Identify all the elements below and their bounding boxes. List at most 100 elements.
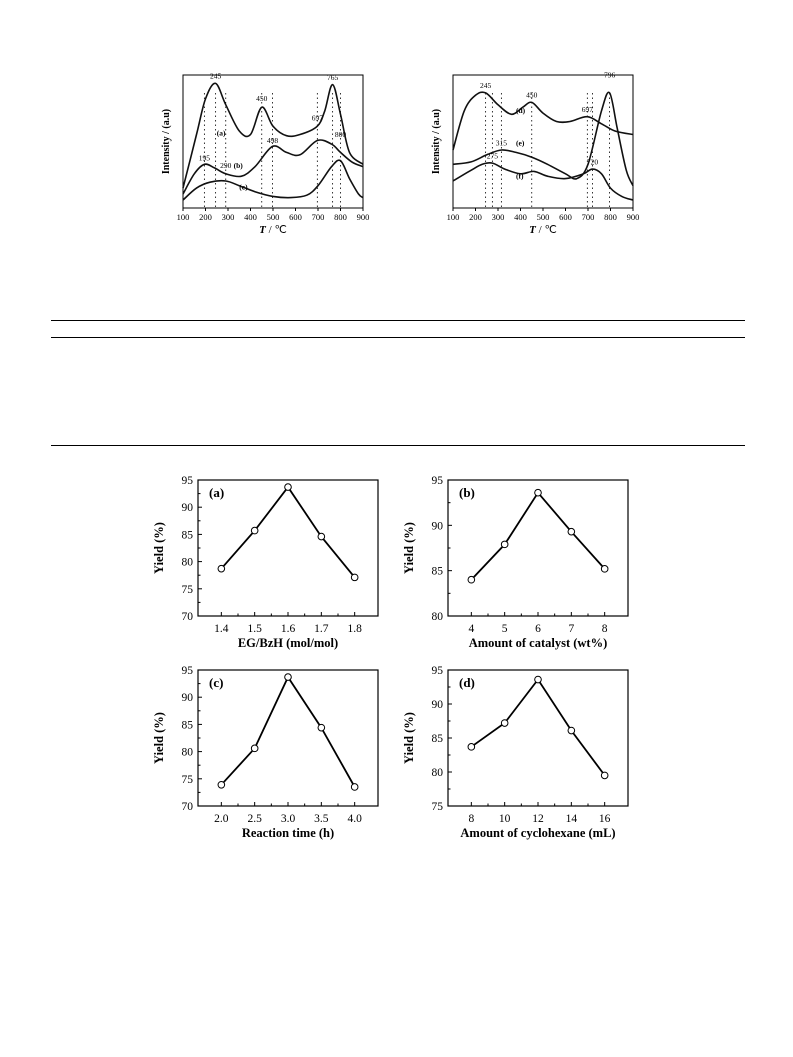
y-tick-label: 90 xyxy=(432,520,444,532)
y-tick-label: 85 xyxy=(182,719,194,731)
panel-label: (b) xyxy=(459,485,475,500)
tpd-curve xyxy=(452,161,634,201)
x-tick-label: 100 xyxy=(447,212,460,222)
data-point xyxy=(284,483,292,491)
x-tick-label: 600 xyxy=(559,212,572,222)
y-axis-label: Intensity / (a.u) xyxy=(431,109,442,174)
data-point xyxy=(317,723,326,732)
y-tick-label: 75 xyxy=(182,584,194,596)
y-tick-label: 70 xyxy=(182,611,194,623)
panel-label: (a) xyxy=(209,485,224,500)
yield-chart-a: 70 75 80 85 90 95 1.4 1.5 1.6 1.7 1.8 (a) EG/BzH (mo… xyxy=(152,475,379,650)
x-axis-label: T / ℃ xyxy=(259,224,287,236)
y-tick-label: 95 xyxy=(432,665,444,677)
x-tick-label: 300 xyxy=(492,212,505,222)
data-point xyxy=(534,488,542,497)
table-header-rule xyxy=(51,337,745,338)
tpd-chart-right: (d) (e) (f) 245 450 697 796 315 275 720 100 200 300 4… xyxy=(431,70,639,236)
x-tick-label: 8 xyxy=(468,813,474,825)
data-point xyxy=(250,526,259,535)
table-bottom-rule xyxy=(51,445,745,446)
x-axis-label-unit: / ℃ xyxy=(536,224,557,236)
series-line xyxy=(220,675,356,788)
x-tick-label: 5 xyxy=(502,623,508,635)
curve-label: (d) xyxy=(516,106,526,115)
y-tick-label: 85 xyxy=(182,529,194,541)
y-axis-label: Yield (%) xyxy=(402,712,416,764)
y-tick-label: 85 xyxy=(432,733,444,745)
x-tick-label: 14 xyxy=(566,813,578,825)
curve-label: (a) xyxy=(217,129,226,138)
tpd-curve xyxy=(182,139,364,195)
x-tick-label: 1.6 xyxy=(281,623,296,635)
peak-label: 290 xyxy=(220,161,232,170)
y-tick-label: 95 xyxy=(182,475,194,487)
x-tick-label: 800 xyxy=(604,212,617,222)
y-tick-label: 95 xyxy=(182,665,194,677)
data-point xyxy=(350,573,359,582)
y-tick-label: 90 xyxy=(182,502,194,514)
plot-frame xyxy=(447,669,629,807)
y-tick-label: 70 xyxy=(182,801,194,813)
tpd-chart-left: (a) (b) (c) 245 450 697 765 800 498 195 290 100 200 3… xyxy=(161,72,369,236)
x-tick-label: 900 xyxy=(627,212,640,222)
data-point xyxy=(467,575,476,584)
y-axis-label: Intensity / (a.u) xyxy=(161,109,172,174)
x-tick-label: 300 xyxy=(222,212,235,222)
curve-label: (b) xyxy=(234,161,244,170)
x-tick-label: 7 xyxy=(568,623,574,635)
x-tick-label: 12 xyxy=(532,813,544,825)
x-axis-label-symbol: T xyxy=(529,224,537,236)
curve-label: (f) xyxy=(516,172,524,181)
series-line xyxy=(470,677,606,776)
curve-label: (c) xyxy=(239,182,248,191)
data-point xyxy=(250,744,259,753)
x-tick-label: 4.0 xyxy=(347,813,362,825)
y-tick-label: 80 xyxy=(182,747,194,759)
x-tick-label: 1.8 xyxy=(347,623,362,635)
tpd-curve xyxy=(182,82,364,189)
x-tick-label: 3.0 xyxy=(281,813,296,825)
x-tick-label: 200 xyxy=(199,212,212,222)
data-point xyxy=(567,726,576,735)
x-tick-label: 400 xyxy=(244,212,257,222)
x-tick-label: 700 xyxy=(582,212,595,222)
y-tick-label: 75 xyxy=(432,801,444,813)
x-axis-label-unit: / ℃ xyxy=(266,224,287,236)
peak-label: 245 xyxy=(480,81,492,90)
x-tick-label: 8 xyxy=(602,623,608,635)
series-line xyxy=(220,485,356,578)
yield-chart-d: 75 80 85 90 95 8 10 12 14 16 (d) Amount of cyclohex… xyxy=(402,665,629,840)
y-tick-label: 75 xyxy=(182,774,194,786)
x-tick-label: 100 xyxy=(177,212,190,222)
yield-chart-c: 70 75 80 85 90 95 2.0 2.5 3.0 3.5 4.0 (c) Reaction t… xyxy=(152,665,379,840)
tpd-curve xyxy=(182,159,364,201)
x-tick-label: 200 xyxy=(469,212,482,222)
x-tick-label: 1.5 xyxy=(247,623,262,635)
data-point xyxy=(500,719,509,727)
x-tick-label: 500 xyxy=(537,212,550,222)
x-tick-label: 6 xyxy=(535,623,541,635)
x-tick-label: 10 xyxy=(499,813,511,825)
peak-label: 450 xyxy=(526,91,538,100)
y-axis-label: Yield (%) xyxy=(402,522,416,574)
x-tick-label: 2.5 xyxy=(247,813,262,825)
x-tick-label: 900 xyxy=(357,212,370,222)
y-tick-label: 85 xyxy=(432,566,444,578)
peak-label: 245 xyxy=(210,72,222,81)
peak-label: 697 xyxy=(312,113,324,122)
yield-chart-b: 80 85 90 95 4 5 6 7 8 (b) Amount of catalyst (wt%)… xyxy=(402,475,629,650)
peak-label: 765 xyxy=(327,73,339,82)
y-tick-label: 80 xyxy=(432,611,444,623)
tpd-curve xyxy=(452,91,634,187)
curve-label: (e) xyxy=(516,138,525,147)
table-top-rule xyxy=(51,320,745,321)
data-point xyxy=(534,675,542,684)
data-point xyxy=(284,673,292,681)
data-point xyxy=(317,532,326,541)
x-tick-label: 4 xyxy=(468,623,474,635)
data-point xyxy=(600,771,609,780)
panel-label: (c) xyxy=(209,675,223,690)
data-point xyxy=(467,743,476,751)
peak-label: 800 xyxy=(335,130,347,139)
